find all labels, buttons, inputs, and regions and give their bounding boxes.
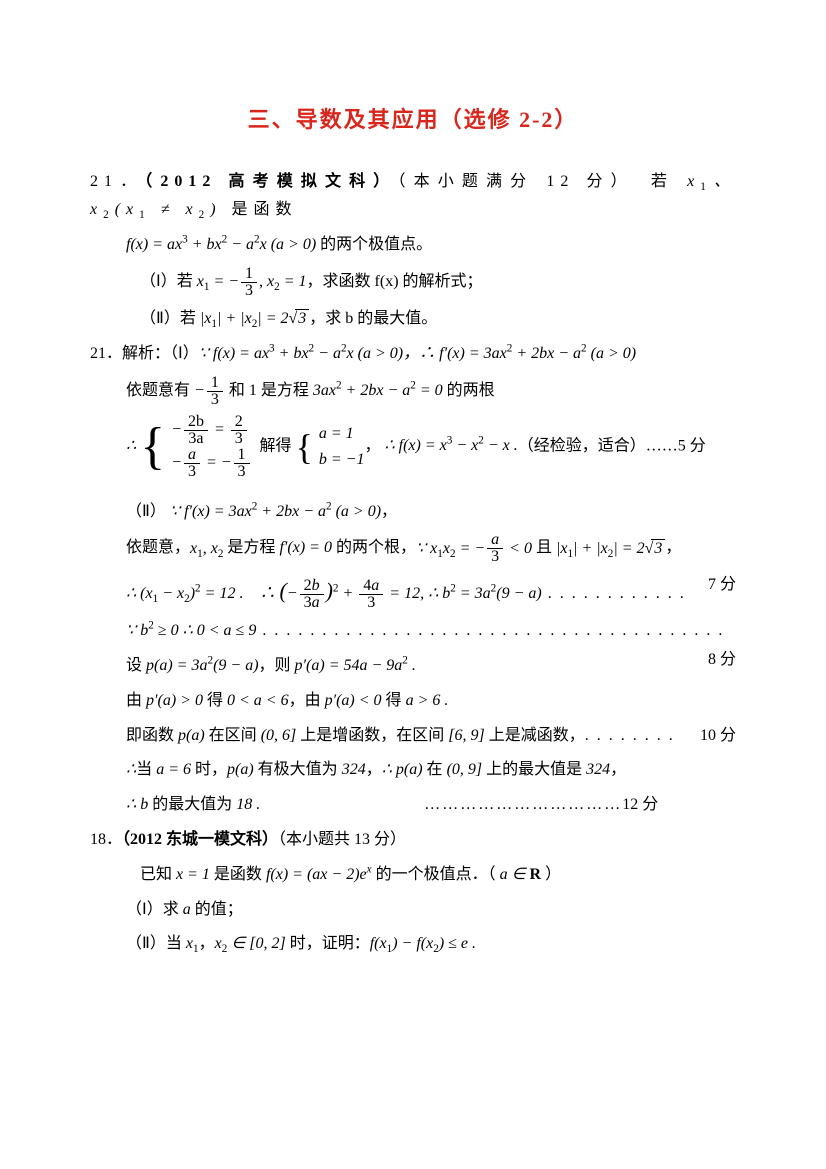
q21-part1-label: （Ⅰ）若	[140, 273, 193, 290]
q21-source: （2012 高考模拟文科）	[144, 173, 397, 190]
q21-stem-d: 的两个极值点。	[320, 236, 432, 253]
q21-func-def: f(x) = ax3 + bx2 − a2x (a > 0) 的两个极值点。	[90, 231, 736, 260]
q18-part2: （Ⅱ）当 x1，x2 ∈ [0, 2] 时，证明：f(x1) − f(x2) ≤…	[90, 930, 736, 959]
q21-sol2-i: ∴ b 的最大值为 18 . ……………………………12 分	[90, 791, 736, 820]
q21-part2-sol-label: （Ⅱ）	[126, 503, 166, 520]
q21-part1: （Ⅰ）若 x1 = −13, x2 = 1，求函数 f(x) 的解析式；	[90, 266, 736, 299]
q21-sol2-e: 设 p(a) = 3a2(9 − a)，则 p′(a) = 54a − 9a2 …	[90, 652, 736, 681]
page-title: 三、导数及其应用（选修 2-2）	[90, 100, 736, 140]
q21-fullmarks: 12	[546, 173, 574, 190]
q21-sol-label: 21．解析：（Ⅰ）	[90, 345, 199, 362]
q21-stem-c: 是函数	[232, 201, 298, 218]
q21-stem-a: （本小题满分	[397, 173, 534, 190]
q21-sol2-g: 即函数 p(a) 在区间 (0, 6] 上是增函数，在区间 [6, 9] 上是减…	[90, 722, 736, 751]
solve-label: 解得	[260, 437, 292, 454]
q18-stem-a: （本小题共 13 分）	[278, 831, 406, 848]
q21-part2: （Ⅱ）若 |x1| + |x2| = 2√3，求 b 的最大值。	[90, 305, 736, 334]
score-7: 7 分	[708, 571, 736, 600]
q21-sol2-d: ∵ b2 ≥ 0 ∴ 0 < a ≤ 9 . . . . . . . . . .…	[90, 617, 736, 646]
score-10: 10 分	[700, 722, 736, 751]
q21-sol1-system: ∴ { −2b3a = 23 −a3 = −13 解得 { a = 1 b = …	[90, 414, 736, 480]
q18-number: 18．	[90, 831, 122, 848]
q21-part2-ask: ，求 b 的最大值。	[309, 310, 437, 327]
q21-sol2-b: 依题意，x1, x2 是方程 f′(x) = 0 的两个根，∵ x1x2 = −…	[90, 532, 736, 565]
q21-part1-ask: ，求函数 f(x) 的解析式；	[307, 273, 483, 290]
score-8: 8 分	[708, 646, 736, 675]
q21-number: 21．	[90, 173, 144, 190]
q21-stem-line1: 21．（2012 高考模拟文科）（本小题满分 12 分） 若 x1、x2(x1 …	[90, 168, 736, 226]
q21-sol2-f: 由 p′(a) > 0 得 0 < a < 6，由 p′(a) < 0 得 a …	[90, 687, 736, 716]
q21-sol2-h: ∴当 a = 6 时，p(a) 有极大值为 324，∴ p(a) 在 (0, 9…	[90, 756, 736, 785]
q18-source: （2012 东城一模文科）	[122, 831, 278, 848]
score-12: 12 分	[622, 796, 658, 813]
q21-part2-label: （Ⅱ）若	[140, 310, 196, 327]
q21-sol1-line1: 21．解析：（Ⅰ）∵ f(x) = ax3 + bx2 − a2x (a > 0…	[90, 340, 736, 369]
q21-sol1-roots: 依题意有 −13 和 1 是方程 3ax2 + 2bx − a2 = 0 的两根	[90, 375, 736, 408]
q21-stem-b: 分） 若	[587, 173, 676, 190]
q21-sol2-a: （Ⅱ） ∵ f′(x) = 3ax2 + 2bx − a2 (a > 0)，	[90, 498, 736, 527]
q21-sol2-c: ∴ (x1 − x2)2 = 12 . ∴ (−2b3a)2 + 4a3 = 1…	[90, 571, 736, 611]
q18-known: 已知 x = 1 是函数 f(x) = (ax − 2)ex 的一个极值点．（ …	[90, 861, 736, 890]
q18-stem: 18．（2012 东城一模文科）（本小题共 13 分）	[90, 826, 736, 855]
q18-part1: （Ⅰ）求 a 的值；	[90, 896, 736, 925]
